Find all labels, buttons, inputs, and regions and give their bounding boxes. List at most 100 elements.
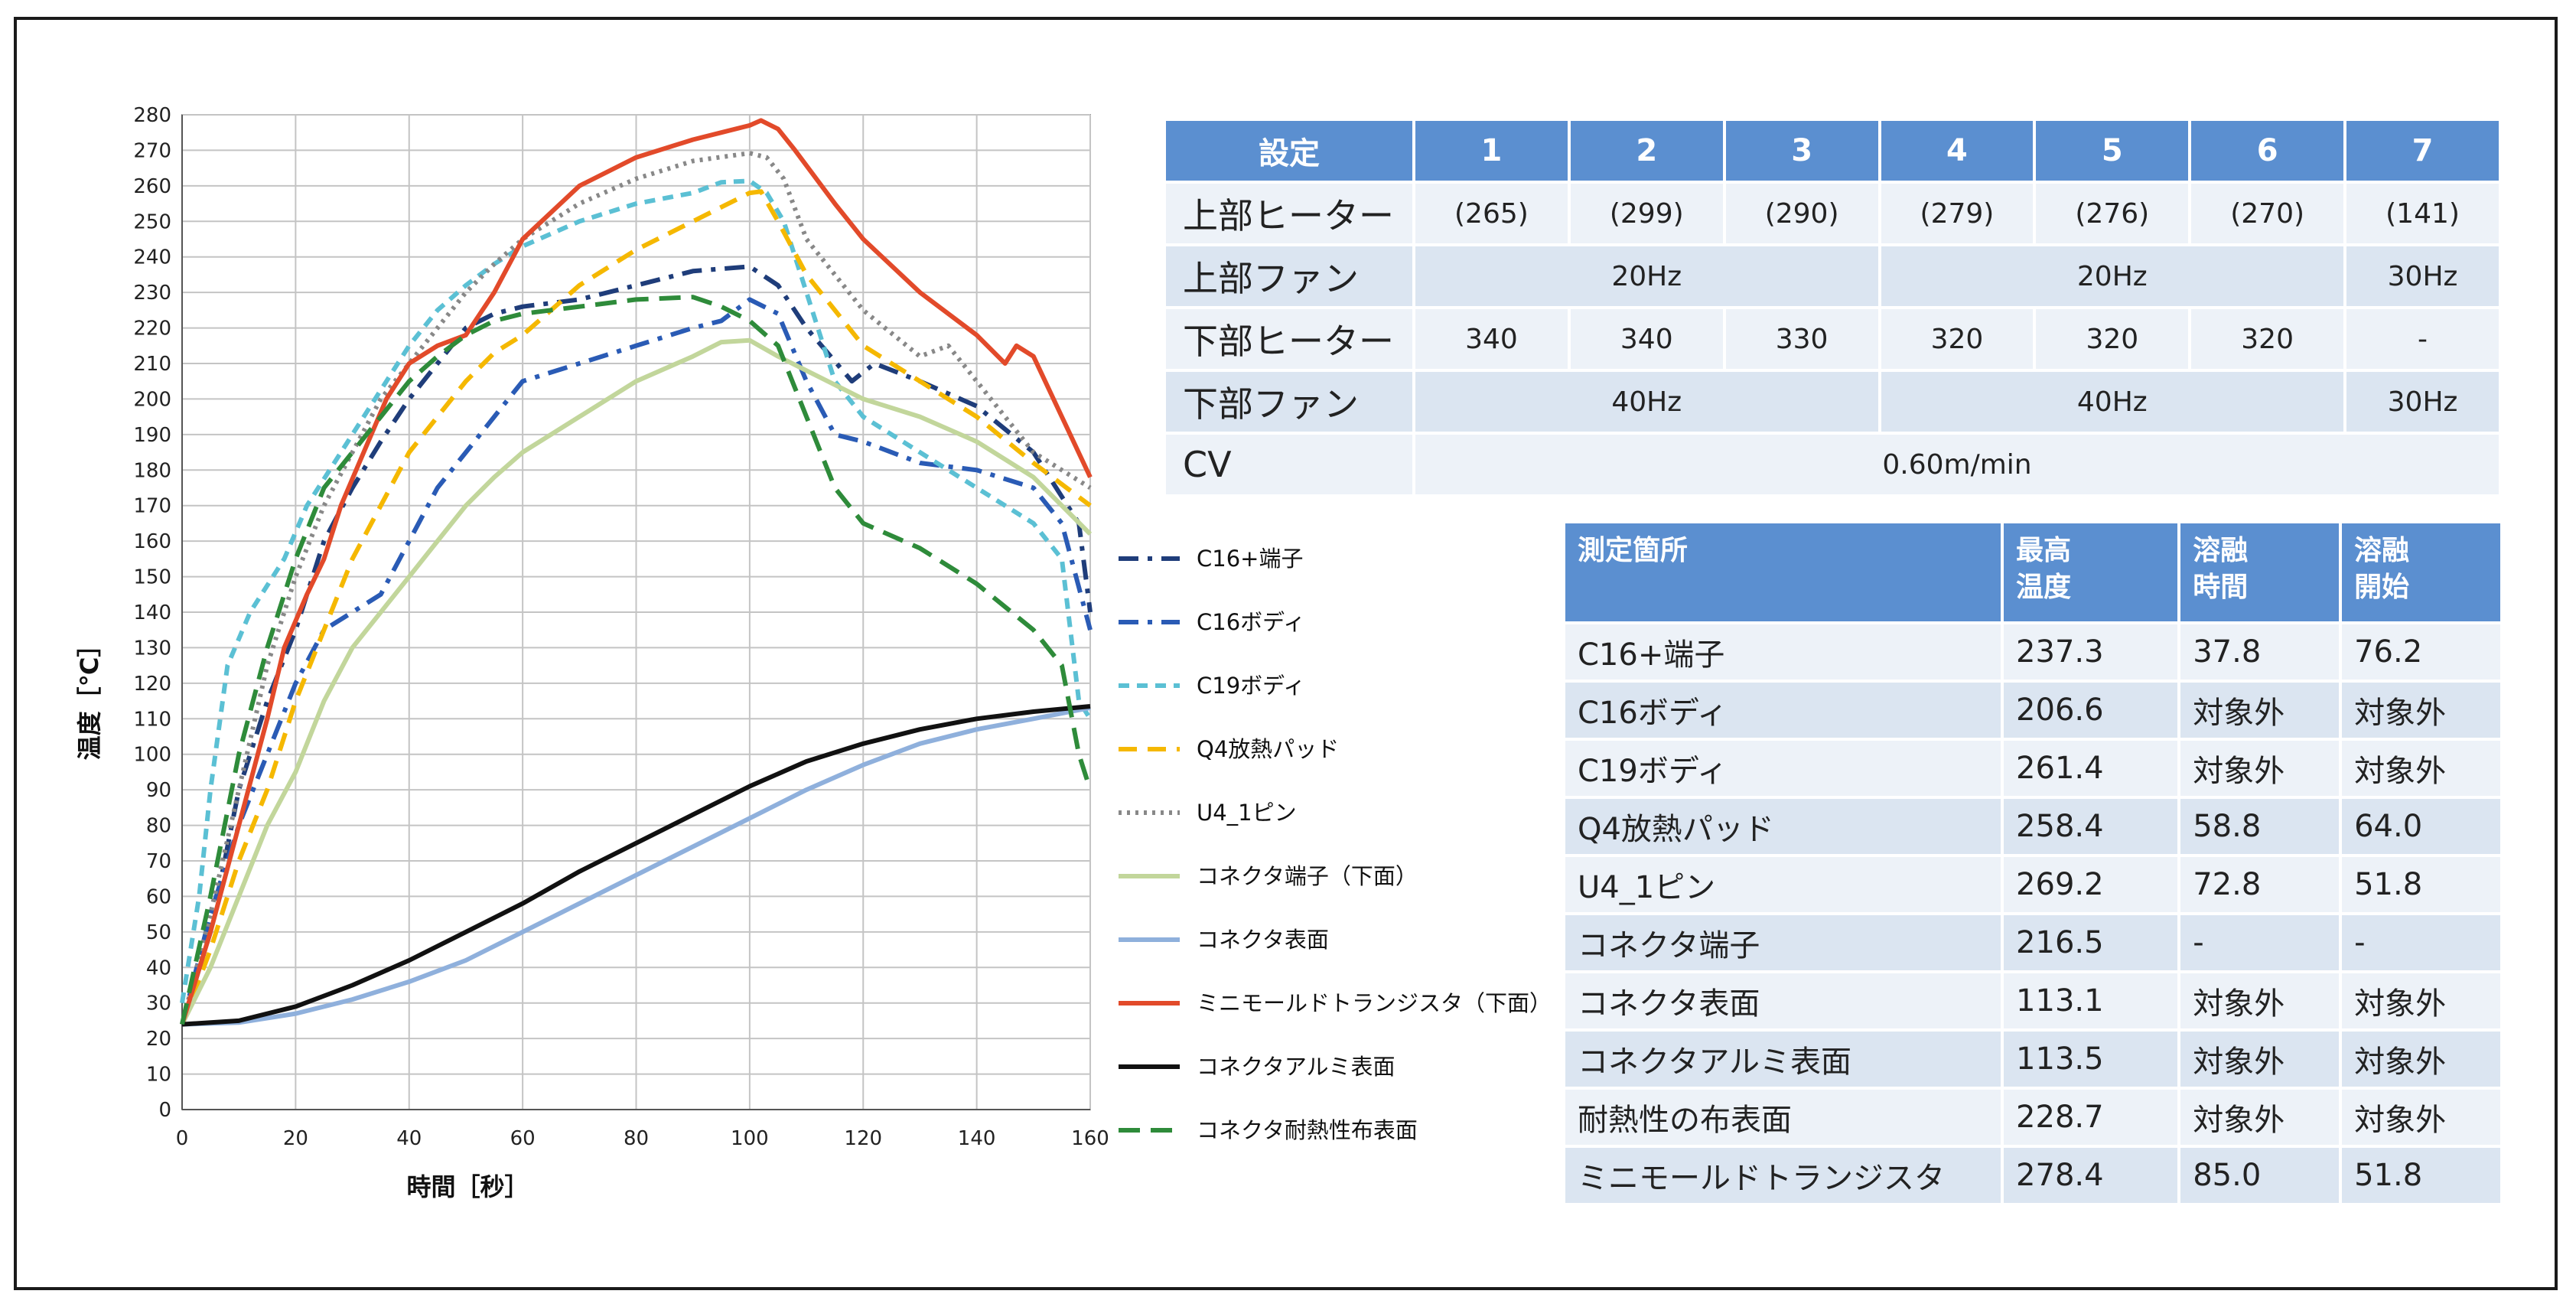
table-cell: 340 (1415, 309, 1568, 369)
table-cell: 206.6 (2004, 683, 2178, 738)
legend-label: C19ボディ (1197, 673, 1305, 699)
series-line (180, 118, 1093, 1025)
table-cell: 対象外 (2342, 741, 2500, 796)
y-axis-label: 温度［℃］ (75, 633, 104, 761)
series-line (180, 337, 1093, 1025)
table-row: コネクタ表面 113.1 対象外 対象外 (1565, 973, 2500, 1028)
table-cell: 対象外 (2342, 1090, 2500, 1145)
y-tick-label: 10 (146, 1064, 171, 1087)
table-cell: 113.5 (2004, 1032, 2178, 1087)
table-cell: 対象外 (2180, 741, 2340, 796)
table-cell: - (2346, 309, 2499, 369)
table-cell: C16ボディ (1565, 683, 2001, 738)
table-row: C16+端子 237.3 37.8 76.2 (1565, 624, 2500, 680)
settings-header-cell: 2 (1570, 121, 1723, 181)
table-cell: 対象外 (2180, 1032, 2340, 1087)
table-cell: (299) (1570, 184, 1723, 243)
table-cell: 320 (1881, 309, 2034, 369)
lower-fan-row: 下部ファン 40Hz 40Hz 30Hz (1166, 372, 2499, 432)
legend-label: コネクタ端子（下面） (1197, 863, 1418, 889)
table-cell: 340 (1570, 309, 1723, 369)
table-cell: 0.60m/min (1415, 435, 2499, 494)
settings-header-cell: 7 (2346, 121, 2499, 181)
y-tick-label: 190 (133, 424, 171, 447)
table-row: C16ボディ 206.6 対象外 対象外 (1565, 683, 2500, 738)
settings-table: 設定 1 2 3 4 5 6 7 上部ヒーター (265) (299) (290… (1163, 118, 2502, 497)
x-tick-label: 140 (958, 1127, 996, 1150)
measurement-header-row: 測定箇所 最高 温度 溶融 時間 溶融 開始 (1565, 523, 2500, 621)
table-row: コネクタアルミ表面 113.5 対象外 対象外 (1565, 1032, 2500, 1087)
table-cell: (290) (1725, 184, 1878, 243)
header-cell: 溶融 開始 (2342, 523, 2500, 621)
settings-header-cell: 5 (2036, 121, 2189, 181)
x-tick-label: 100 (731, 1127, 769, 1150)
legend-label: コネクタ耐熱性布表面 (1197, 1117, 1418, 1143)
row-label: 下部ヒーター (1166, 309, 1412, 369)
y-tick-label: 160 (133, 530, 171, 553)
settings-header-row: 設定 1 2 3 4 5 6 7 (1166, 121, 2499, 181)
legend-label: コネクタ表面 (1197, 927, 1329, 953)
table-cell: 対象外 (2342, 1032, 2500, 1087)
table-cell: 37.8 (2180, 624, 2340, 680)
table-cell: (276) (2036, 184, 2189, 243)
table-cell: ミニモールドトランジスタ (1565, 1148, 2001, 1203)
y-tick-label: 270 (133, 139, 171, 162)
table-cell: 対象外 (2180, 1090, 2340, 1145)
legend-label: C16ボディ (1197, 609, 1305, 635)
legend-label: ミニモールドトランジスタ（下面） (1197, 990, 1552, 1016)
table-row: ミニモールドトランジスタ 278.4 85.0 51.8 (1565, 1148, 2500, 1203)
y-tick-label: 80 (146, 815, 171, 838)
x-tick-label: 0 (176, 1127, 189, 1150)
row-label: CV (1166, 435, 1412, 494)
table-cell: 58.8 (2180, 799, 2340, 854)
y-tick-label: 280 (133, 104, 171, 127)
table-cell: 30Hz (2346, 372, 2499, 432)
y-tick-label: 170 (133, 495, 171, 518)
x-tick-label: 20 (283, 1127, 308, 1150)
table-cell: 40Hz (1881, 372, 2344, 432)
y-tick-label: 100 (133, 744, 171, 767)
cv-row: CV 0.60m/min (1166, 435, 2499, 494)
table-row: C19ボディ 261.4 対象外 対象外 (1565, 741, 2500, 796)
y-tick-label: 220 (133, 318, 171, 341)
y-tick-label: 140 (133, 601, 171, 624)
y-tick-label: 20 (146, 1028, 171, 1051)
row-label: 上部ヒーター (1166, 184, 1412, 243)
table-cell: 85.0 (2180, 1148, 2340, 1203)
table-cell: 76.2 (2342, 624, 2500, 680)
table-cell: (265) (1415, 184, 1568, 243)
table-row: Q4放熱パッド 258.4 58.8 64.0 (1565, 799, 2500, 854)
table-cell: 237.3 (2004, 624, 2178, 680)
header-cell: 溶融 時間 (2180, 523, 2340, 621)
series-line (180, 295, 1093, 1025)
row-label: 下部ファン (1166, 372, 1412, 432)
y-tick-label: 150 (133, 566, 171, 589)
legend-label: U4_1ピン (1197, 800, 1297, 826)
series-line (180, 178, 1093, 1004)
table-cell: 228.7 (2004, 1090, 2178, 1145)
table-cell: 対象外 (2180, 973, 2340, 1028)
table-cell: 30Hz (2346, 246, 2499, 306)
table-cell: 261.4 (2004, 741, 2178, 796)
upper-fan-row: 上部ファン 20Hz 20Hz 30Hz (1166, 246, 2499, 306)
series-line (181, 705, 1091, 1027)
table-cell: 64.0 (2342, 799, 2500, 854)
table-cell: 40Hz (1415, 372, 1878, 432)
table-cell: 72.8 (2180, 857, 2340, 912)
y-tick-label: 130 (133, 637, 171, 660)
table-cell: - (2180, 915, 2340, 970)
y-tick-label: 230 (133, 282, 171, 305)
table-cell: 対象外 (2342, 683, 2500, 738)
measurement-table: 測定箇所 最高 温度 溶融 時間 溶融 開始 C16+端子 237.3 37.8 76… (1562, 520, 2503, 1206)
y-tick-label: 40 (146, 957, 171, 979)
settings-header-cell: 1 (1415, 121, 1568, 181)
x-tick-label: 80 (624, 1127, 649, 1150)
table-cell: 216.5 (2004, 915, 2178, 970)
header-cell: 最高 温度 (2004, 523, 2178, 621)
y-tick-label: 200 (133, 388, 171, 411)
y-tick-label: 240 (133, 246, 171, 269)
legend-label: Q4放熱パッド (1197, 736, 1339, 762)
lower-heater-row: 下部ヒーター 340 340 330 320 320 320 - (1166, 309, 2499, 369)
settings-header-cell: 4 (1881, 121, 2034, 181)
